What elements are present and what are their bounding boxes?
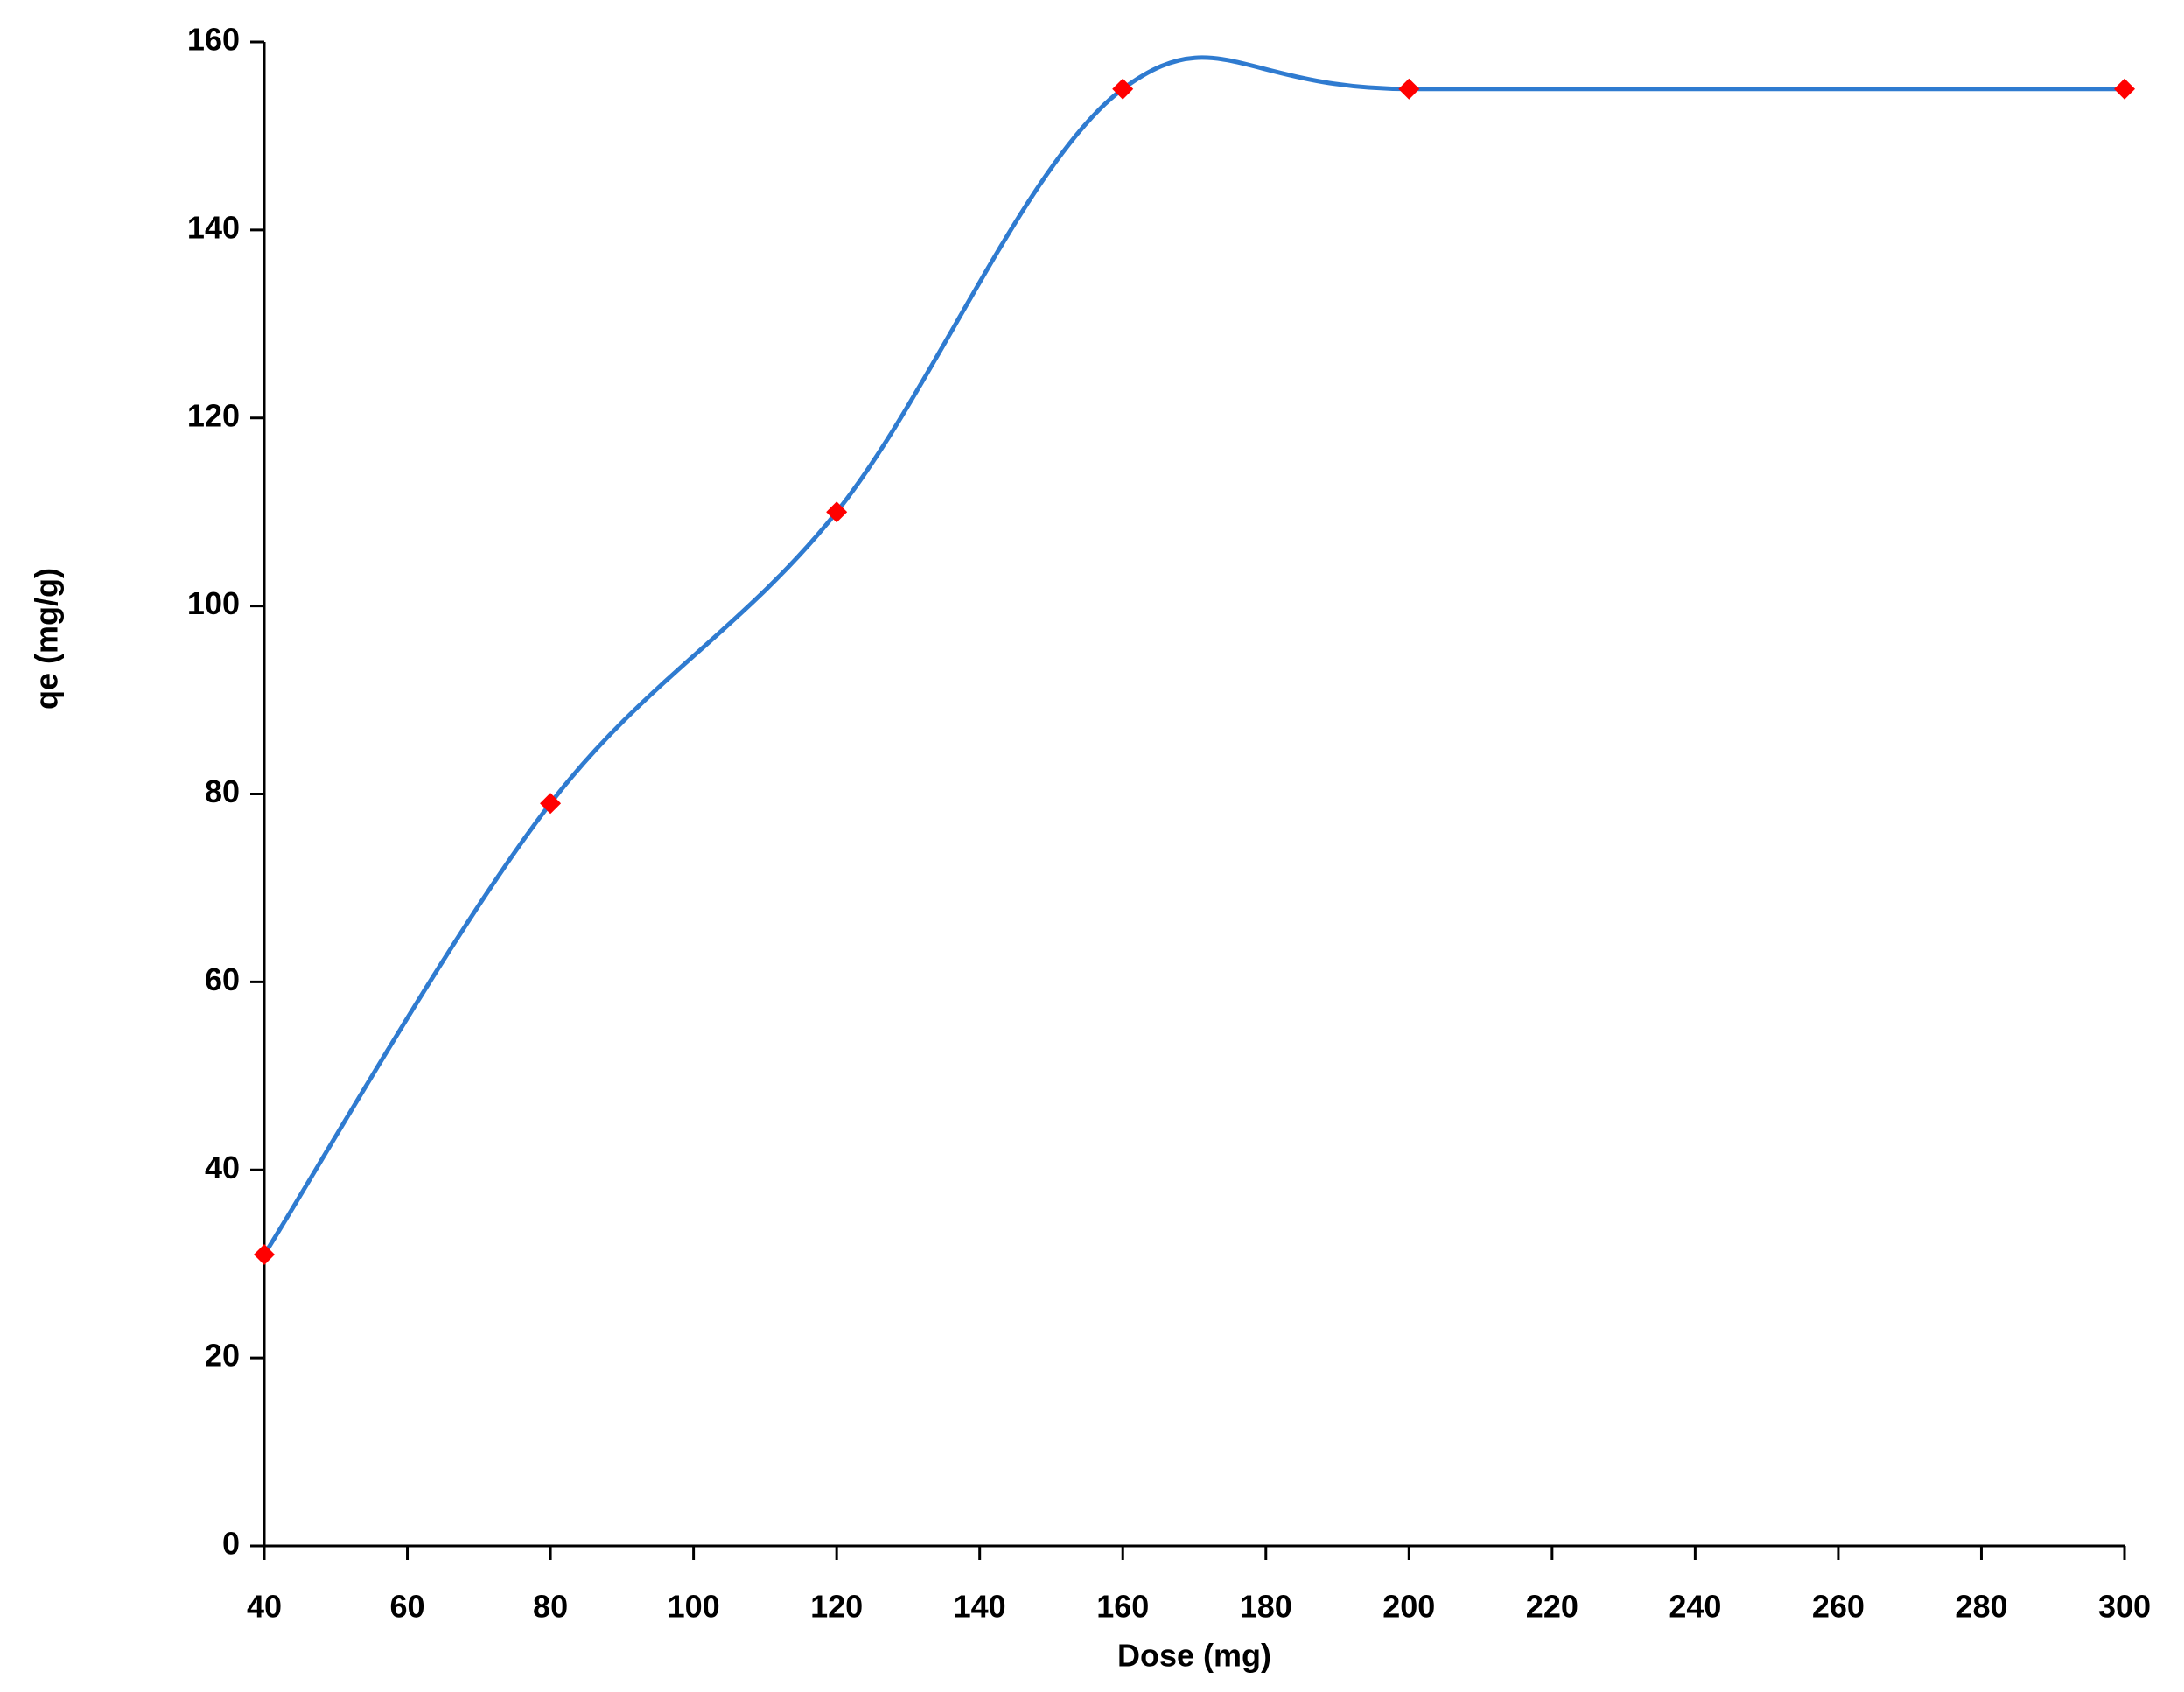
x-tick-label: 80 xyxy=(533,1589,568,1625)
marker xyxy=(254,1243,275,1265)
x-tick-label: 260 xyxy=(1812,1589,1865,1625)
y-tick-label: 80 xyxy=(205,773,240,809)
y-tick-label: 140 xyxy=(187,209,240,245)
marker xyxy=(1398,78,1420,100)
marker xyxy=(540,793,562,815)
x-tick-label: 300 xyxy=(2098,1589,2151,1625)
x-tick-label: 40 xyxy=(247,1589,282,1625)
x-tick-label: 180 xyxy=(1240,1589,1292,1625)
marker xyxy=(1112,78,1134,100)
x-tick-label: 60 xyxy=(390,1589,425,1625)
y-axis-title: qe (mg/g) xyxy=(29,568,65,710)
x-axis-title: Dose (mg) xyxy=(1117,1638,1271,1674)
x-tick-label: 280 xyxy=(1955,1589,2007,1625)
x-tick-label: 220 xyxy=(1526,1589,1578,1625)
marker xyxy=(826,501,848,523)
x-tick-label: 120 xyxy=(810,1589,863,1625)
y-tick-label: 20 xyxy=(205,1338,240,1374)
y-tick-label: 0 xyxy=(222,1526,240,1562)
series-line xyxy=(262,55,2124,1256)
x-tick-label: 160 xyxy=(1096,1589,1149,1625)
y-tick-label: 120 xyxy=(187,397,240,433)
x-tick-label: 200 xyxy=(1382,1589,1435,1625)
y-tick-label: 40 xyxy=(205,1150,240,1185)
x-tick-label: 100 xyxy=(668,1589,720,1625)
y-tick-label: 60 xyxy=(205,961,240,997)
x-tick-label: 140 xyxy=(954,1589,1006,1625)
y-tick-label: 160 xyxy=(187,22,240,58)
marker xyxy=(2114,78,2135,100)
y-tick-label: 100 xyxy=(187,585,240,621)
x-tick-label: 240 xyxy=(1669,1589,1721,1625)
